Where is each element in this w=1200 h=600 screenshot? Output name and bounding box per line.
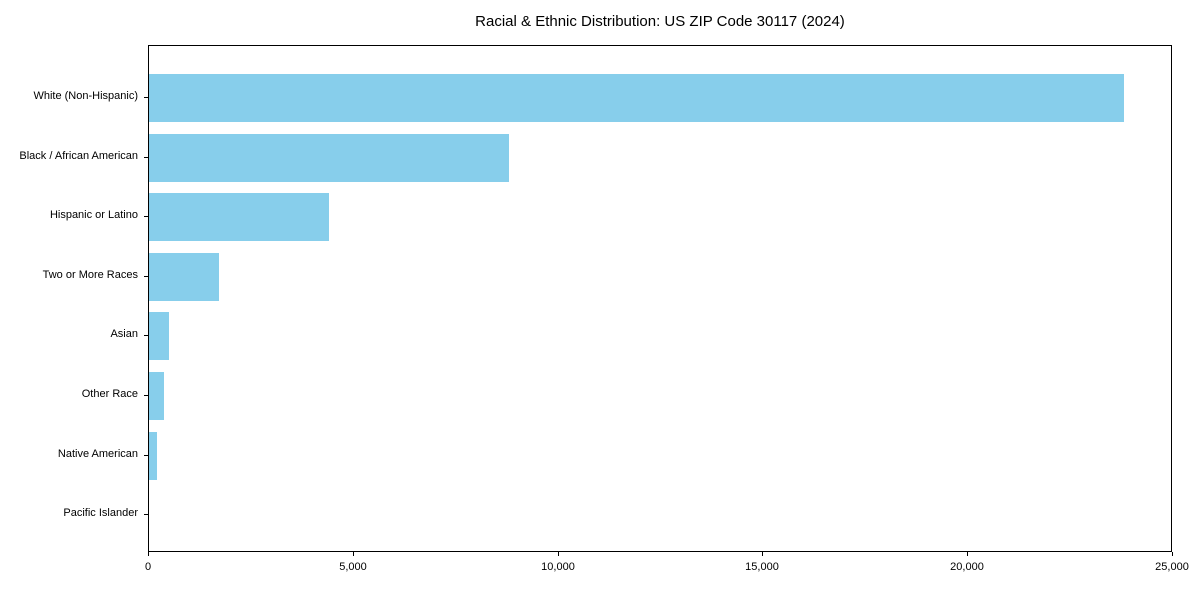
y-tick-label: Hispanic or Latino bbox=[49, 209, 138, 221]
y-tick-mark bbox=[144, 335, 148, 336]
y-tick-label: Black / African American bbox=[19, 150, 138, 162]
y-tick-mark bbox=[144, 395, 148, 396]
x-tick-mark bbox=[1172, 552, 1173, 556]
x-tick-label: 0 bbox=[144, 561, 152, 573]
bar-white-non-hispanic bbox=[149, 74, 1124, 122]
y-tick-label: Native American bbox=[57, 448, 138, 460]
y-tick-mark bbox=[144, 97, 148, 98]
x-tick-mark bbox=[353, 552, 354, 556]
y-tick-label: Other Race bbox=[81, 388, 138, 400]
x-tick-mark bbox=[148, 552, 149, 556]
y-tick-label: Pacific Islander bbox=[63, 507, 138, 519]
x-tick-label: 20,000 bbox=[950, 561, 984, 573]
y-tick-label: Asian bbox=[110, 328, 138, 340]
x-tick-mark bbox=[967, 552, 968, 556]
plot-area bbox=[148, 45, 1172, 552]
x-tick-mark bbox=[762, 552, 763, 556]
x-tick-label: 10,000 bbox=[541, 561, 575, 573]
y-tick-mark bbox=[144, 276, 148, 277]
x-tick-label: 25,000 bbox=[1155, 561, 1189, 573]
chart-title: Racial & Ethnic Distribution: US ZIP Cod… bbox=[475, 13, 845, 30]
y-tick-mark bbox=[144, 455, 148, 456]
y-tick-mark bbox=[144, 216, 148, 217]
bar-black-african-american bbox=[149, 133, 509, 182]
y-tick-label: White (Non-Hispanic) bbox=[33, 90, 138, 102]
x-tick-mark bbox=[558, 552, 559, 556]
bar-asian bbox=[149, 312, 169, 361]
bar-hispanic-or-latino bbox=[149, 193, 329, 242]
y-tick-mark bbox=[144, 157, 148, 158]
y-tick-mark bbox=[144, 514, 148, 515]
y-tick-label: Two or More Races bbox=[42, 269, 138, 281]
x-tick-label: 15,000 bbox=[745, 561, 779, 573]
bar-native-american bbox=[149, 431, 157, 480]
bar-other-race bbox=[149, 372, 164, 420]
bar-two-or-more-races bbox=[149, 252, 219, 301]
x-tick-label: 5,000 bbox=[339, 561, 367, 573]
